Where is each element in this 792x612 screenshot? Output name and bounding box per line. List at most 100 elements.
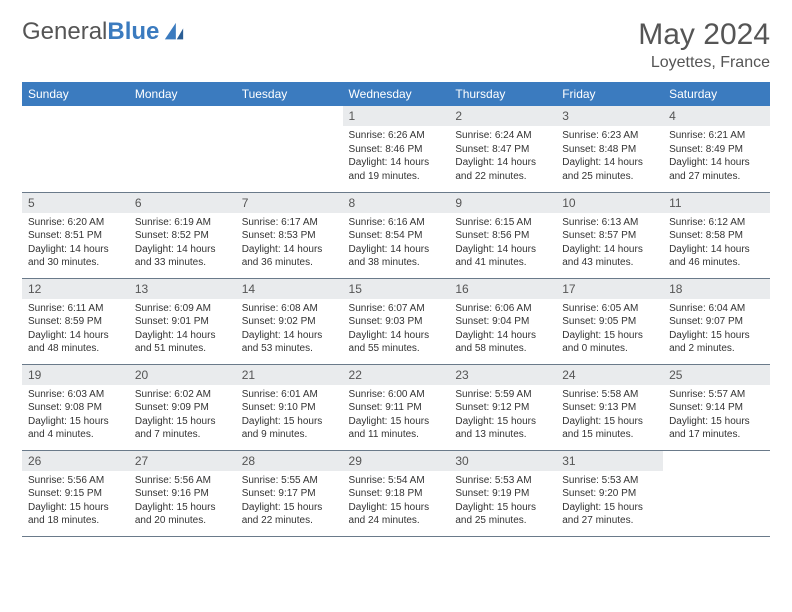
logo-sail-icon [163,21,185,43]
day-detail-line: and 22 minutes. [455,170,550,184]
day-detail-line: Sunset: 8:58 PM [669,229,764,243]
weekday-header: Monday [129,82,236,106]
day-detail-line: and 25 minutes. [455,514,550,528]
calendar-day-cell: 24Sunrise: 5:58 AMSunset: 9:13 PMDayligh… [556,364,663,450]
day-detail-line: and 43 minutes. [562,256,657,270]
calendar-day-cell: 14Sunrise: 6:08 AMSunset: 9:02 PMDayligh… [236,278,343,364]
day-details: Sunrise: 6:07 AMSunset: 9:03 PMDaylight:… [343,299,450,360]
day-detail-line: Sunrise: 6:24 AM [455,129,550,143]
day-detail-line: Sunset: 8:59 PM [28,315,123,329]
day-detail-line: Sunset: 8:47 PM [455,143,550,157]
calendar-table: Sunday Monday Tuesday Wednesday Thursday… [22,82,770,537]
calendar-day-cell: 15Sunrise: 6:07 AMSunset: 9:03 PMDayligh… [343,278,450,364]
day-detail-line: Daylight: 15 hours [562,329,657,343]
day-detail-line: Daylight: 14 hours [562,243,657,257]
day-number: 9 [449,193,556,213]
day-detail-line: Sunrise: 6:21 AM [669,129,764,143]
weekday-header: Sunday [22,82,129,106]
day-detail-line: Sunrise: 6:20 AM [28,216,123,230]
day-details: Sunrise: 6:11 AMSunset: 8:59 PMDaylight:… [22,299,129,360]
day-number: 24 [556,365,663,385]
day-detail-line: Sunset: 9:12 PM [455,401,550,415]
day-detail-line: Sunrise: 6:16 AM [349,216,444,230]
day-detail-line: Daylight: 15 hours [135,501,230,515]
day-detail-line: Sunrise: 6:03 AM [28,388,123,402]
day-detail-line: Sunset: 9:14 PM [669,401,764,415]
day-number: 15 [343,279,450,299]
calendar-day-cell: 1Sunrise: 6:26 AMSunset: 8:46 PMDaylight… [343,106,450,192]
calendar-day-cell: 27Sunrise: 5:56 AMSunset: 9:16 PMDayligh… [129,450,236,536]
location-label: Loyettes, France [638,54,770,72]
day-details: Sunrise: 6:01 AMSunset: 9:10 PMDaylight:… [236,385,343,446]
day-details: Sunrise: 6:19 AMSunset: 8:52 PMDaylight:… [129,213,236,274]
day-detail-line: Daylight: 14 hours [349,243,444,257]
day-detail-line: Sunrise: 5:58 AM [562,388,657,402]
calendar-day-cell: 19Sunrise: 6:03 AMSunset: 9:08 PMDayligh… [22,364,129,450]
day-detail-line: Daylight: 14 hours [562,156,657,170]
day-detail-line: and 0 minutes. [562,342,657,356]
logo-text: GeneralBlue [22,18,159,46]
day-detail-line: Sunset: 9:19 PM [455,487,550,501]
day-detail-line: Sunset: 9:17 PM [242,487,337,501]
day-detail-line: Sunrise: 5:56 AM [28,474,123,488]
day-detail-line: Sunset: 9:10 PM [242,401,337,415]
day-detail-line: and 11 minutes. [349,428,444,442]
day-number: 20 [129,365,236,385]
day-detail-line: Daylight: 15 hours [349,415,444,429]
day-detail-line: Sunset: 9:03 PM [349,315,444,329]
day-detail-line: Daylight: 14 hours [349,329,444,343]
day-detail-line: Sunset: 9:20 PM [562,487,657,501]
weekday-header: Friday [556,82,663,106]
day-detail-line: Daylight: 15 hours [669,415,764,429]
day-detail-line: Sunrise: 6:15 AM [455,216,550,230]
page-title: May 2024 [638,18,770,52]
day-detail-line: and 55 minutes. [349,342,444,356]
day-detail-line: Sunset: 9:13 PM [562,401,657,415]
day-details: Sunrise: 5:56 AMSunset: 9:16 PMDaylight:… [129,471,236,532]
day-number [129,106,236,112]
calendar-day-cell: 21Sunrise: 6:01 AMSunset: 9:10 PMDayligh… [236,364,343,450]
calendar-day-cell: 20Sunrise: 6:02 AMSunset: 9:09 PMDayligh… [129,364,236,450]
header: GeneralBlue May 2024 Loyettes, France [22,18,770,72]
day-detail-line: and 22 minutes. [242,514,337,528]
day-number: 2 [449,106,556,126]
day-detail-line: Sunrise: 5:54 AM [349,474,444,488]
day-detail-line: Sunset: 8:53 PM [242,229,337,243]
day-details: Sunrise: 5:54 AMSunset: 9:18 PMDaylight:… [343,471,450,532]
day-detail-line: Sunset: 9:07 PM [669,315,764,329]
day-detail-line: and 58 minutes. [455,342,550,356]
day-details: Sunrise: 5:53 AMSunset: 9:20 PMDaylight:… [556,471,663,532]
calendar-day-cell: 8Sunrise: 6:16 AMSunset: 8:54 PMDaylight… [343,192,450,278]
day-number: 7 [236,193,343,213]
day-detail-line: Sunset: 9:09 PM [135,401,230,415]
day-detail-line: and 17 minutes. [669,428,764,442]
day-number: 16 [449,279,556,299]
day-detail-line: Daylight: 14 hours [242,243,337,257]
weekday-header: Thursday [449,82,556,106]
day-detail-line: Sunset: 9:18 PM [349,487,444,501]
logo-part1: General [22,18,107,45]
day-detail-line: Sunrise: 5:53 AM [455,474,550,488]
calendar-day-cell: 10Sunrise: 6:13 AMSunset: 8:57 PMDayligh… [556,192,663,278]
day-detail-line: Daylight: 15 hours [349,501,444,515]
day-detail-line: Sunset: 8:54 PM [349,229,444,243]
day-number [663,451,770,457]
day-details: Sunrise: 6:15 AMSunset: 8:56 PMDaylight:… [449,213,556,274]
calendar-day-cell: 12Sunrise: 6:11 AMSunset: 8:59 PMDayligh… [22,278,129,364]
day-detail-line: Sunset: 9:15 PM [28,487,123,501]
day-number: 21 [236,365,343,385]
calendar-day-cell: 25Sunrise: 5:57 AMSunset: 9:14 PMDayligh… [663,364,770,450]
day-detail-line: and 38 minutes. [349,256,444,270]
day-number: 18 [663,279,770,299]
day-number: 30 [449,451,556,471]
day-number: 10 [556,193,663,213]
day-detail-line: and 24 minutes. [349,514,444,528]
day-detail-line: Daylight: 15 hours [455,415,550,429]
day-detail-line: Sunset: 9:01 PM [135,315,230,329]
day-detail-line: Daylight: 15 hours [28,501,123,515]
day-detail-line: Daylight: 14 hours [242,329,337,343]
day-number: 13 [129,279,236,299]
calendar-day-cell: 4Sunrise: 6:21 AMSunset: 8:49 PMDaylight… [663,106,770,192]
day-detail-line: Sunrise: 6:07 AM [349,302,444,316]
day-number [236,106,343,112]
